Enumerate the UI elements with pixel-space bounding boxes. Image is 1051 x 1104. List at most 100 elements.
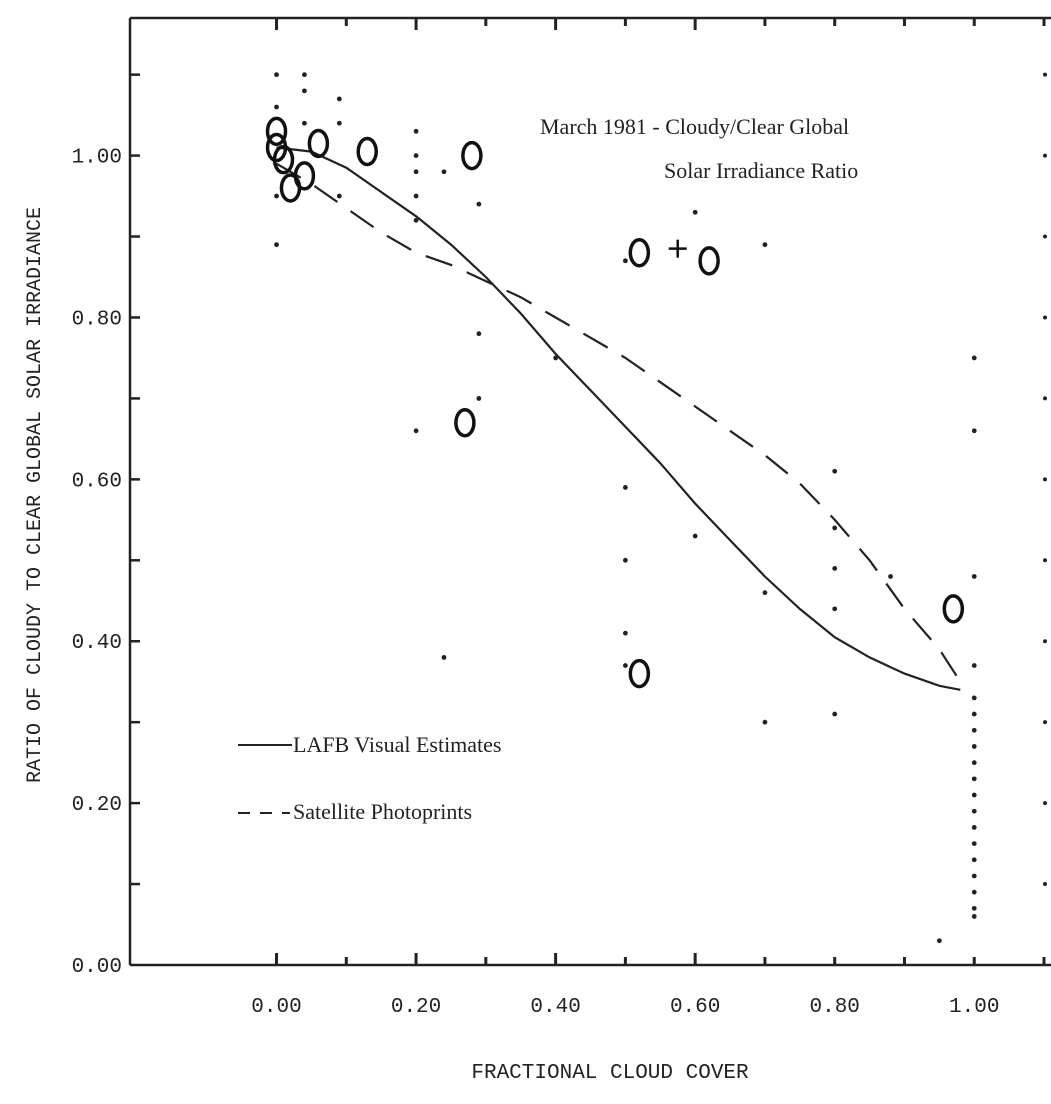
- data-circle: [356, 136, 378, 167]
- data-dot: [476, 201, 482, 207]
- y-tick-right: [1043, 315, 1047, 320]
- y-tick-label: 0.80: [72, 308, 122, 331]
- data-dot: [971, 808, 977, 814]
- data-dot: [971, 428, 977, 434]
- data-dot: [971, 841, 977, 846]
- data-dot: [336, 193, 342, 199]
- data-circle: [265, 116, 288, 147]
- data-dot: [692, 533, 698, 539]
- data-dot: [622, 663, 628, 668]
- data-dot: [413, 153, 419, 158]
- data-circle: [461, 140, 483, 171]
- data-dot: [274, 193, 279, 199]
- chart-title-line1: March 1981 - Cloudy/Clear Global: [540, 114, 849, 139]
- data-dot: [622, 485, 628, 490]
- data-dot: [622, 630, 628, 636]
- data-dot: [274, 72, 279, 78]
- y-tick-right: [1043, 558, 1047, 563]
- dashed-curve-satellite: [275, 162, 962, 683]
- x-tick-label: 0.20: [391, 996, 441, 1019]
- data-dot: [336, 96, 342, 102]
- data-markers: [265, 72, 977, 944]
- curves: [275, 146, 962, 691]
- data-dot: [971, 574, 977, 579]
- data-dot: [971, 727, 977, 733]
- y-tick-right: [1043, 801, 1047, 806]
- x-tick-labels: 0.00 0.20 0.40 0.60 0.80 1.00: [251, 996, 999, 1019]
- data-dot: [692, 209, 698, 215]
- plot-frame: [128, 16, 1051, 967]
- legend-label-satellite: Satellite Photoprints: [293, 799, 472, 824]
- data-circle: [698, 246, 720, 276]
- legend-label-lafb: LAFB Visual Estimates: [293, 732, 502, 757]
- x-axis-label: FRACTIONAL CLOUD COVER: [471, 1062, 749, 1085]
- data-dot: [971, 905, 977, 911]
- y-tick-right: [1043, 882, 1047, 887]
- data-dot: [971, 711, 977, 717]
- data-dot: [832, 565, 838, 571]
- data-dot: [971, 857, 977, 863]
- y-tick-label: 0.20: [72, 794, 122, 817]
- y-tick-right: [1043, 153, 1047, 158]
- data-circle: [628, 658, 651, 689]
- y-tick-right: [1043, 234, 1047, 239]
- data-dot: [971, 776, 977, 782]
- y-tick-right: [1043, 396, 1047, 401]
- y-tick-label: 0.40: [72, 632, 122, 655]
- data-dot: [413, 217, 419, 223]
- data-dot: [971, 914, 977, 919]
- data-dot: [413, 128, 419, 134]
- chart-title-line2: Solar Irradiance Ratio: [664, 158, 858, 183]
- data-dot: [274, 104, 279, 110]
- x-tick-label: 0.80: [809, 996, 859, 1019]
- data-dot: [413, 169, 419, 175]
- data-dot: [622, 258, 628, 264]
- data-dot: [622, 557, 628, 563]
- data-circle: [307, 128, 330, 159]
- y-tick-right: [1043, 477, 1047, 482]
- y-tick-right: [1043, 72, 1047, 77]
- data-dot: [971, 744, 977, 749]
- data-dot: [302, 120, 307, 126]
- data-dot: [441, 169, 447, 175]
- data-dot: [888, 574, 893, 579]
- data-dot: [476, 396, 482, 401]
- axis-ticks: [130, 18, 1047, 965]
- y-tick-label: 1.00: [72, 147, 122, 170]
- x-tick-label: 0.40: [530, 996, 580, 1019]
- data-dot: [832, 525, 838, 531]
- data-circle: [942, 594, 965, 624]
- data-dot: [413, 193, 419, 199]
- data-dot: [971, 695, 977, 701]
- data-dot: [971, 889, 977, 895]
- data-dot: [441, 655, 447, 660]
- data-dot: [553, 355, 559, 361]
- data-dot: [762, 590, 768, 596]
- data-dot: [971, 825, 977, 830]
- data-dot: [971, 355, 977, 361]
- data-circle: [454, 407, 476, 438]
- data-circle: [293, 161, 316, 191]
- data-dot: [971, 873, 977, 879]
- data-dot: [832, 468, 838, 474]
- solid-curve-lafb: [276, 146, 961, 691]
- y-tick-right: [1043, 639, 1047, 644]
- y-tick-right: [1043, 720, 1047, 725]
- data-dot: [413, 428, 419, 434]
- data-dot: [762, 719, 768, 725]
- data-dot: [971, 663, 977, 668]
- x-tick-label: 0.60: [670, 996, 720, 1019]
- y-tick-label: 0.00: [72, 956, 122, 979]
- data-dot: [936, 938, 942, 944]
- data-dot: [971, 792, 977, 798]
- data-dot: [832, 606, 838, 612]
- data-dot: [762, 242, 768, 248]
- legend: LAFB Visual Estimates Satellite Photopri…: [238, 732, 502, 824]
- x-tick-label: 0.00: [251, 996, 301, 1019]
- data-circle: [272, 144, 295, 175]
- y-axis-label: RATIO OF CLOUDY TO CLEAR GLOBAL SOLAR IR…: [24, 207, 47, 783]
- x-tick-label: 1.00: [949, 996, 999, 1019]
- y-tick-labels: 0.00 0.20 0.40 0.60 0.80 1.00: [72, 147, 122, 979]
- y-tick-label: 0.60: [72, 470, 122, 493]
